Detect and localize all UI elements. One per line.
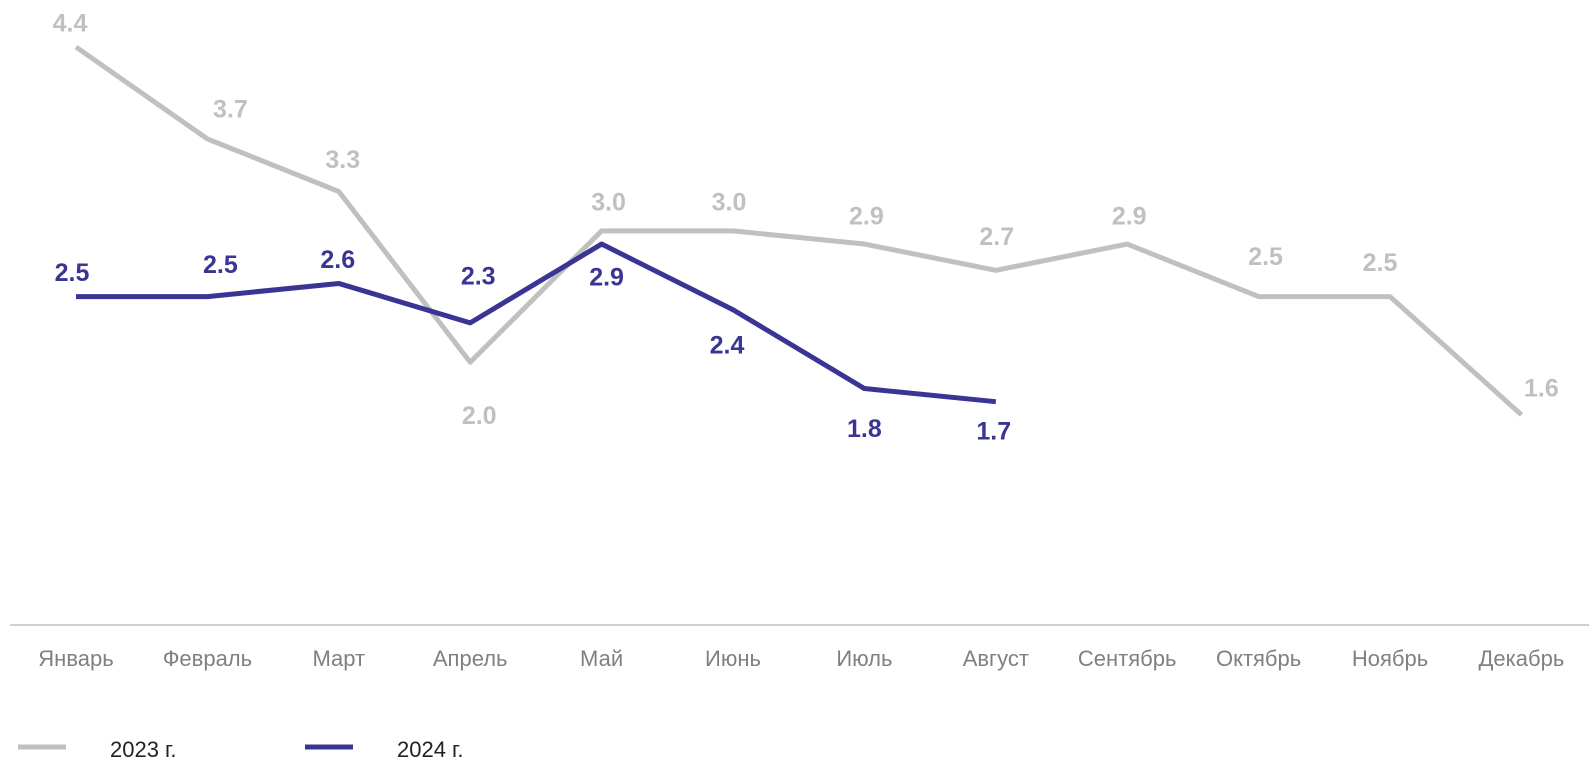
legend-label: 2023 г. [110, 737, 177, 762]
x-tick-label: Декабрь [1479, 646, 1565, 671]
series-line [76, 241, 997, 405]
value-label: 3.3 [325, 146, 360, 174]
x-tick-label: Февраль [163, 646, 252, 671]
value-label: 2.4 [710, 331, 745, 359]
series-line [74, 44, 1524, 417]
x-tick-label: Август [963, 646, 1029, 671]
value-label: 2.9 [589, 264, 624, 292]
x-tick-label: Сентябрь [1078, 646, 1177, 671]
value-label: 3.0 [712, 189, 747, 217]
x-tick-label: Июнь [705, 646, 761, 671]
value-label: 2.9 [1112, 203, 1147, 231]
x-tick-label: Июль [836, 646, 892, 671]
legend-label: 2024 г. [397, 737, 464, 762]
x-tick-label: Май [580, 646, 623, 671]
value-label: 2.5 [1248, 243, 1283, 271]
value-label: 3.7 [213, 96, 248, 124]
value-label: 4.4 [53, 10, 88, 38]
value-label: 1.7 [976, 417, 1011, 445]
value-label: 2.5 [203, 251, 238, 279]
value-label: 2.0 [462, 402, 497, 430]
value-label: 3.0 [591, 189, 626, 217]
x-tick-label: Апрель [433, 646, 508, 671]
value-label: 1.8 [847, 415, 882, 443]
value-label: 2.5 [1363, 249, 1398, 277]
value-label: 2.9 [849, 203, 884, 231]
x-tick-label: Ноябрь [1352, 646, 1428, 671]
value-label: 2.3 [461, 262, 496, 290]
x-tick-label: Октябрь [1216, 646, 1301, 671]
value-label: 2.5 [55, 259, 90, 287]
x-tick-label: Январь [38, 646, 113, 671]
value-label: 2.7 [979, 223, 1014, 251]
x-tick-label: Март [312, 646, 365, 671]
value-label: 2.6 [320, 246, 355, 274]
value-label: 1.6 [1524, 374, 1559, 402]
